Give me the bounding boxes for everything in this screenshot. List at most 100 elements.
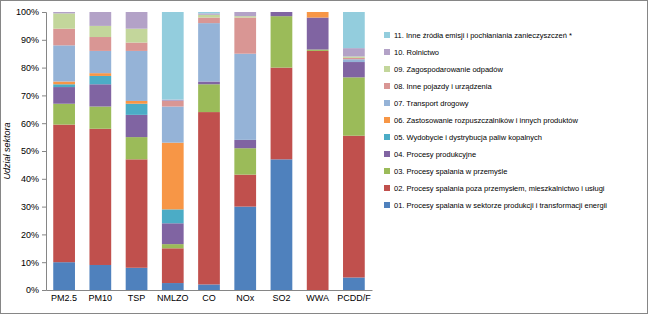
y-tick-label: 40% — [21, 174, 39, 184]
bar-segment — [53, 125, 75, 263]
x-tick-label: CO — [202, 293, 216, 303]
bar-segment — [89, 37, 111, 51]
bar-segment — [126, 137, 148, 159]
bar-segment — [162, 107, 184, 143]
bar-segment — [343, 48, 365, 56]
bar-segment — [89, 26, 111, 37]
bar-segment — [271, 16, 293, 67]
legend-swatch — [384, 151, 390, 157]
bar-segment — [126, 268, 148, 290]
bar-segment — [162, 12, 184, 100]
bar-segment — [89, 265, 111, 290]
bar-segment — [89, 84, 111, 106]
y-tick: 70% — [21, 91, 46, 101]
y-tick: 10% — [21, 258, 46, 268]
bar-segment — [126, 29, 148, 43]
y-tick-label: 30% — [21, 202, 39, 212]
bar-segment — [271, 12, 293, 13]
y-tick: 90% — [21, 35, 46, 45]
bar-segment — [162, 244, 184, 248]
bar-segment — [271, 12, 293, 13]
bar-segment — [162, 223, 184, 244]
y-tick-mark — [42, 68, 46, 69]
bar-segment — [343, 77, 365, 135]
bar-segment — [343, 58, 365, 59]
bar-segment — [89, 76, 111, 84]
legend-swatch — [384, 49, 390, 55]
y-tick-label: 90% — [21, 35, 39, 45]
bar-segment — [89, 12, 111, 13]
y-tick-mark — [42, 12, 46, 13]
bar-segment — [198, 23, 220, 81]
bar-segment — [343, 277, 365, 290]
legend-label: 06. Zastosowanie rozpuszczalników i inny… — [394, 116, 578, 125]
legend-label: 05. Wydobycie i dystrybucja paliw kopaln… — [394, 133, 542, 142]
legend-label: 10. Rolnictwo — [394, 48, 439, 57]
legend-label: 09. Zagospodarowanie odpadów — [394, 65, 503, 74]
bar-segment — [53, 12, 75, 13]
x-tick-label: WWA — [306, 293, 329, 303]
bar-segment — [198, 15, 220, 18]
bar-segment — [162, 101, 184, 107]
x-tick: NMLZO — [157, 290, 189, 303]
y-axis-line — [42, 13, 47, 291]
bar-segment — [89, 12, 111, 26]
legend-swatch — [384, 134, 390, 140]
legend-swatch — [384, 66, 390, 72]
legend-label: 03. Procesy spalania w przemyśle — [394, 167, 507, 176]
bar-segment — [162, 100, 184, 101]
y-axis-title: Udział sektora — [2, 122, 12, 179]
y-tick-mark — [42, 207, 46, 208]
legend-label: 08. Inne pojazdy i urządzenia — [394, 82, 492, 91]
bar-segment — [343, 62, 365, 77]
x-tick: PCDD/F — [337, 290, 371, 303]
legend-swatch — [384, 83, 390, 89]
bar-segment — [234, 12, 256, 16]
series — [53, 51, 365, 290]
y-axis: 0%10%20%30%40%50%60%70%80%90%100% — [16, 7, 47, 295]
y-tick: 60% — [21, 119, 46, 129]
y-tick: 0% — [26, 285, 46, 295]
bar-segment — [126, 43, 148, 51]
x-axis-line — [47, 290, 373, 291]
x-tick-label: SO2 — [272, 293, 290, 303]
bar-segment — [234, 16, 256, 17]
y-tick: 20% — [21, 230, 46, 240]
bar-segment — [53, 29, 75, 46]
bar-segment — [89, 107, 111, 129]
bar-segment — [162, 248, 184, 283]
legend-label: 01. Procesy spalania w sektorze produkcj… — [394, 201, 607, 210]
x-tick: SO2 — [272, 290, 290, 303]
y-tick-mark — [42, 123, 46, 124]
bar-segment — [307, 12, 329, 18]
bar-segment — [198, 12, 220, 13]
y-tick-mark — [42, 40, 46, 41]
y-tick: 80% — [21, 63, 46, 73]
bar-segment — [234, 12, 256, 13]
bar-segment — [307, 12, 329, 13]
legend: 11. Inne źródła emisji i pochłaniania za… — [384, 31, 607, 210]
x-tick: NOx — [236, 290, 255, 303]
series — [53, 16, 365, 248]
y-tick-label: 10% — [21, 258, 39, 268]
bar-segment — [234, 140, 256, 148]
bar-segment — [126, 115, 148, 137]
bar-segment — [271, 12, 293, 16]
bar-segment — [271, 12, 293, 13]
y-tick-label: 60% — [21, 119, 39, 129]
y-tick-label: 80% — [21, 63, 39, 73]
x-tick-label: NOx — [236, 293, 255, 303]
bar-segment — [234, 207, 256, 290]
legend-swatch — [384, 168, 390, 174]
bar-segment — [126, 104, 148, 115]
bar-segment — [198, 112, 220, 284]
bar-segment — [271, 12, 293, 13]
bar-segment — [126, 51, 148, 101]
legend-swatch — [384, 100, 390, 106]
legend-label: 04. Procesy produkcyjne — [394, 150, 476, 159]
bar-segment — [198, 284, 220, 290]
bar-segment — [53, 45, 75, 81]
bar-segment — [89, 73, 111, 76]
x-tick-label: PCDD/F — [337, 293, 371, 303]
bar-segment — [53, 13, 75, 28]
